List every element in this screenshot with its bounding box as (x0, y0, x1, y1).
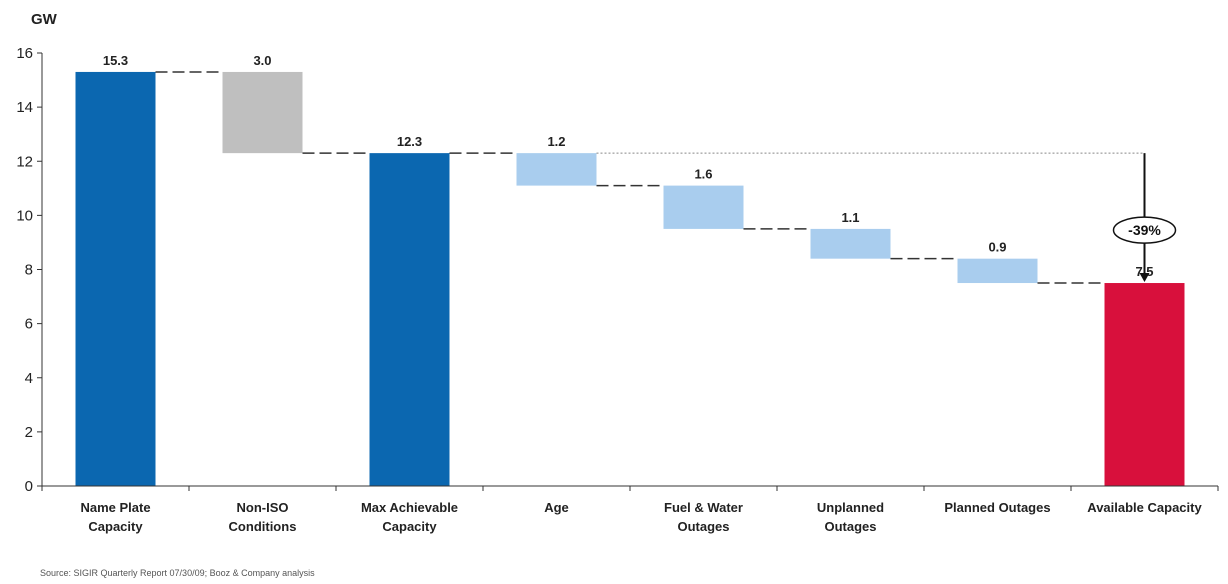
total-bar (75, 71, 156, 486)
bar-value-label: 1.1 (841, 210, 859, 225)
decrease-bar (957, 258, 1038, 284)
y-tick-label: 16 (16, 45, 33, 62)
source-note: Source: SIGIR Quarterly Report 07/30/09;… (40, 568, 315, 578)
category-label: Planned Outages (944, 500, 1050, 515)
y-tick-label: 4 (25, 370, 33, 387)
y-tick-label: 6 (25, 316, 33, 333)
decrease-bar (663, 185, 744, 229)
bar-value-label: 12.3 (397, 134, 422, 149)
y-tick-label: 10 (16, 207, 33, 224)
arrow-head (1139, 273, 1150, 283)
category-label: Unplanned (817, 500, 884, 515)
y-tick-label: 8 (25, 262, 33, 279)
total-bar (1104, 283, 1185, 486)
decrease-bar (222, 71, 303, 154)
category-label: Fuel & Water (664, 500, 743, 515)
category-label: Available Capacity (1087, 500, 1202, 515)
category-label: Max Achievable (361, 500, 458, 515)
y-tick-label: 14 (16, 99, 33, 116)
bar-value-label: 3.0 (253, 53, 271, 68)
category-label: Capacity (88, 519, 143, 534)
y-axis-unit-label: GW (31, 11, 58, 28)
bar-value-label: 1.6 (694, 167, 712, 182)
reduction-badge (1112, 216, 1177, 244)
y-tick-label: 0 (25, 478, 33, 495)
y-tick-label: 12 (16, 153, 33, 170)
total-bar (369, 153, 450, 486)
category-label: Age (544, 500, 569, 515)
y-tick-label: 2 (25, 424, 33, 441)
bar-value-label: 1.2 (547, 134, 565, 149)
bar-value-label: 15.3 (103, 53, 128, 68)
category-label: Conditions (229, 519, 297, 534)
category-label: Outages (677, 519, 729, 534)
category-label: Non-ISO (237, 500, 289, 515)
category-label: Outages (824, 519, 876, 534)
bar-value-label: 0.9 (988, 240, 1006, 255)
decrease-bar (810, 228, 891, 259)
category-label: Name Plate (80, 500, 150, 515)
reduction-percent-label: -39% (1128, 222, 1161, 238)
decrease-bar (516, 153, 597, 186)
category-label: Capacity (382, 519, 437, 534)
